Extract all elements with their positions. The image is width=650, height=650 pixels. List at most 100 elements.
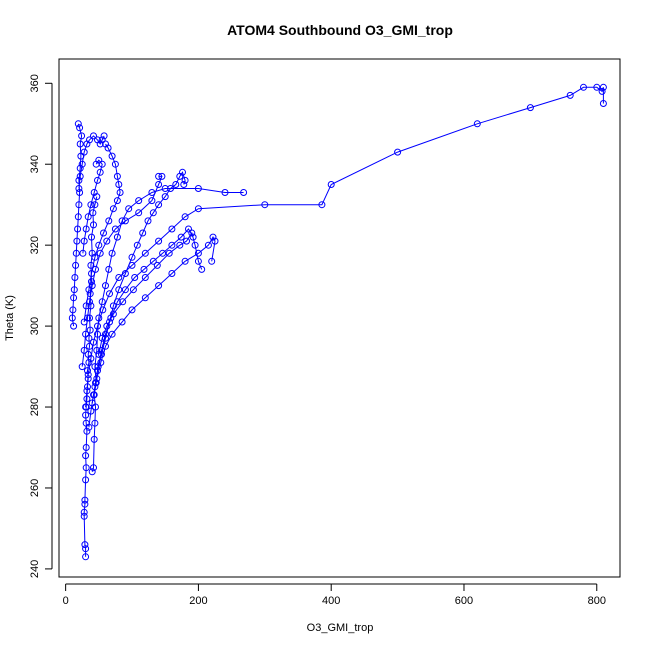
x-tick-label: 600 [455,595,473,607]
data-point [133,241,141,249]
series-layer [68,83,607,561]
data-point [91,201,99,209]
data-point [85,286,93,294]
x-tick-label: 400 [322,595,340,607]
data-point [95,241,103,249]
data-point [76,140,84,148]
data-point [75,201,83,209]
data-point [94,322,101,330]
data-series [88,168,189,407]
data-point [96,249,104,257]
data-point [168,270,176,277]
data-point [107,314,115,322]
data-point [108,152,116,160]
data-point [155,181,163,188]
data-point [155,282,163,290]
data-point [473,120,481,128]
data-point [96,168,104,176]
data-point [94,363,102,371]
data-point [90,132,97,140]
x-axis: 0 200 400 600 800 [63,583,606,607]
data-point [208,257,216,265]
data-point [70,294,78,302]
x-tick-label: 0 [63,595,69,607]
data-point [198,265,206,273]
data-point [183,237,190,245]
data-point [221,189,229,196]
y-tick-label: 360 [29,74,41,92]
data-point [81,500,89,508]
data-point [129,286,137,294]
data-point [88,270,95,277]
data-point [80,512,88,520]
data-point [82,302,90,310]
y-axis-label: Theta (K) [4,295,16,341]
data-point [86,326,94,334]
data-point [75,176,83,184]
data-point [131,274,139,281]
data-series [92,225,197,387]
data-point [70,286,78,294]
data-point [194,257,202,265]
data-point [102,330,109,338]
data-point [108,249,116,257]
data-point [76,124,84,132]
data-point [82,553,90,561]
data-point [111,160,119,168]
data-point [119,298,127,306]
data-point [149,209,157,217]
data-point [96,140,104,148]
data-point [161,193,169,201]
data-point [394,148,402,156]
data-point [82,464,90,472]
data-point [580,83,587,91]
data-point [102,282,109,290]
data-point [87,355,95,362]
data-point [86,314,93,322]
data-point [115,286,123,294]
data-point [180,181,188,188]
data-point [194,205,202,213]
data-point [90,464,97,472]
data-point [189,233,197,241]
data-point [181,257,189,265]
data-point [75,185,83,192]
data-point [82,330,90,338]
y-tick-label: 340 [29,155,41,173]
data-point [70,322,78,330]
data-point [82,403,90,411]
series-line [85,86,604,408]
data-point [94,330,101,338]
data-point [209,233,217,241]
data-point [78,132,86,140]
data-point [103,237,111,245]
data-point [211,237,219,245]
data-point [90,221,97,229]
data-point [98,298,106,306]
data-point [99,306,107,314]
y-tick-label: 280 [29,398,41,416]
data-point [181,176,189,184]
data-point [159,249,167,257]
y-tick-label: 260 [29,479,41,497]
data-point [102,140,109,148]
data-point [80,148,88,156]
data-point [74,213,82,221]
data-point [82,545,90,553]
data-point [168,225,176,233]
data-point [185,225,192,233]
data-point [179,168,186,176]
series-line [91,171,186,404]
data-point [76,172,84,180]
data-point [88,278,95,286]
data-point [191,241,199,249]
data-point [71,274,79,281]
data-point [121,217,129,225]
data-point [139,229,147,237]
data-point [128,306,136,314]
data-point [81,541,89,549]
series-line [71,123,83,327]
data-point [149,257,157,265]
data-point [84,213,92,221]
